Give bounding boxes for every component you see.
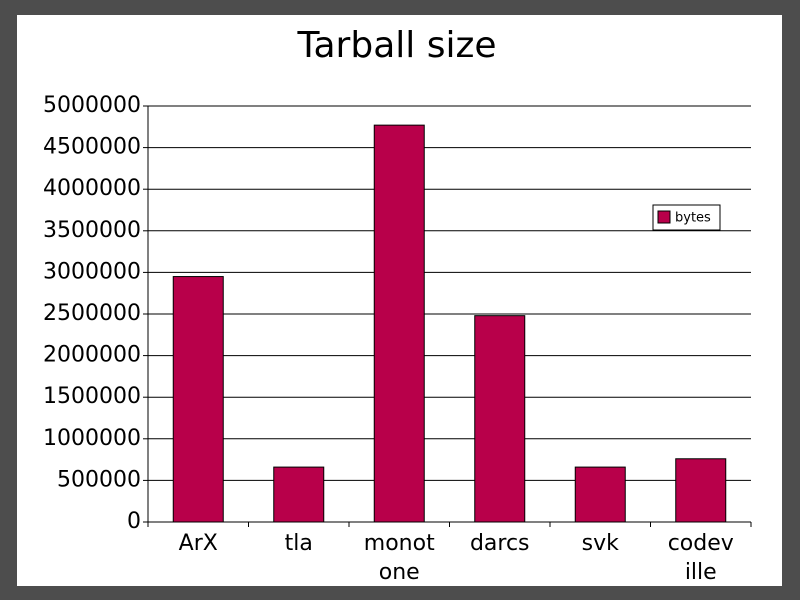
x-tick-label: tla — [285, 531, 313, 556]
legend-label: bytes — [675, 211, 711, 226]
bar — [474, 315, 526, 523]
bar — [273, 466, 325, 523]
y-tick-label: 4000000 — [43, 176, 141, 201]
bar — [574, 466, 626, 523]
x-tick-label: darcs — [470, 531, 530, 556]
y-tick-label: 2000000 — [43, 343, 141, 368]
chart-title: Tarball size — [296, 25, 496, 66]
bar — [373, 124, 425, 523]
legend: bytes — [652, 204, 721, 231]
y-tick-label: 3000000 — [43, 259, 141, 284]
y-tick-label: 4500000 — [43, 135, 141, 160]
y-tick-label: 1000000 — [43, 426, 141, 451]
bar — [172, 276, 224, 523]
x-tick-label: ArX — [179, 531, 218, 556]
x-tick-label: codev ille — [668, 531, 734, 585]
bar — [675, 458, 727, 523]
y-tick-label: 5000000 — [43, 93, 141, 118]
y-tick-label: 500000 — [57, 467, 141, 492]
x-tick-label: monot one — [364, 531, 435, 585]
x-tick-label: svk — [582, 531, 619, 556]
y-tick-label: 2500000 — [43, 301, 141, 326]
legend-swatch — [657, 210, 671, 224]
y-tick-label: 3500000 — [43, 218, 141, 243]
y-tick-label: 1500000 — [43, 384, 141, 409]
y-tick-label: 0 — [127, 509, 141, 534]
